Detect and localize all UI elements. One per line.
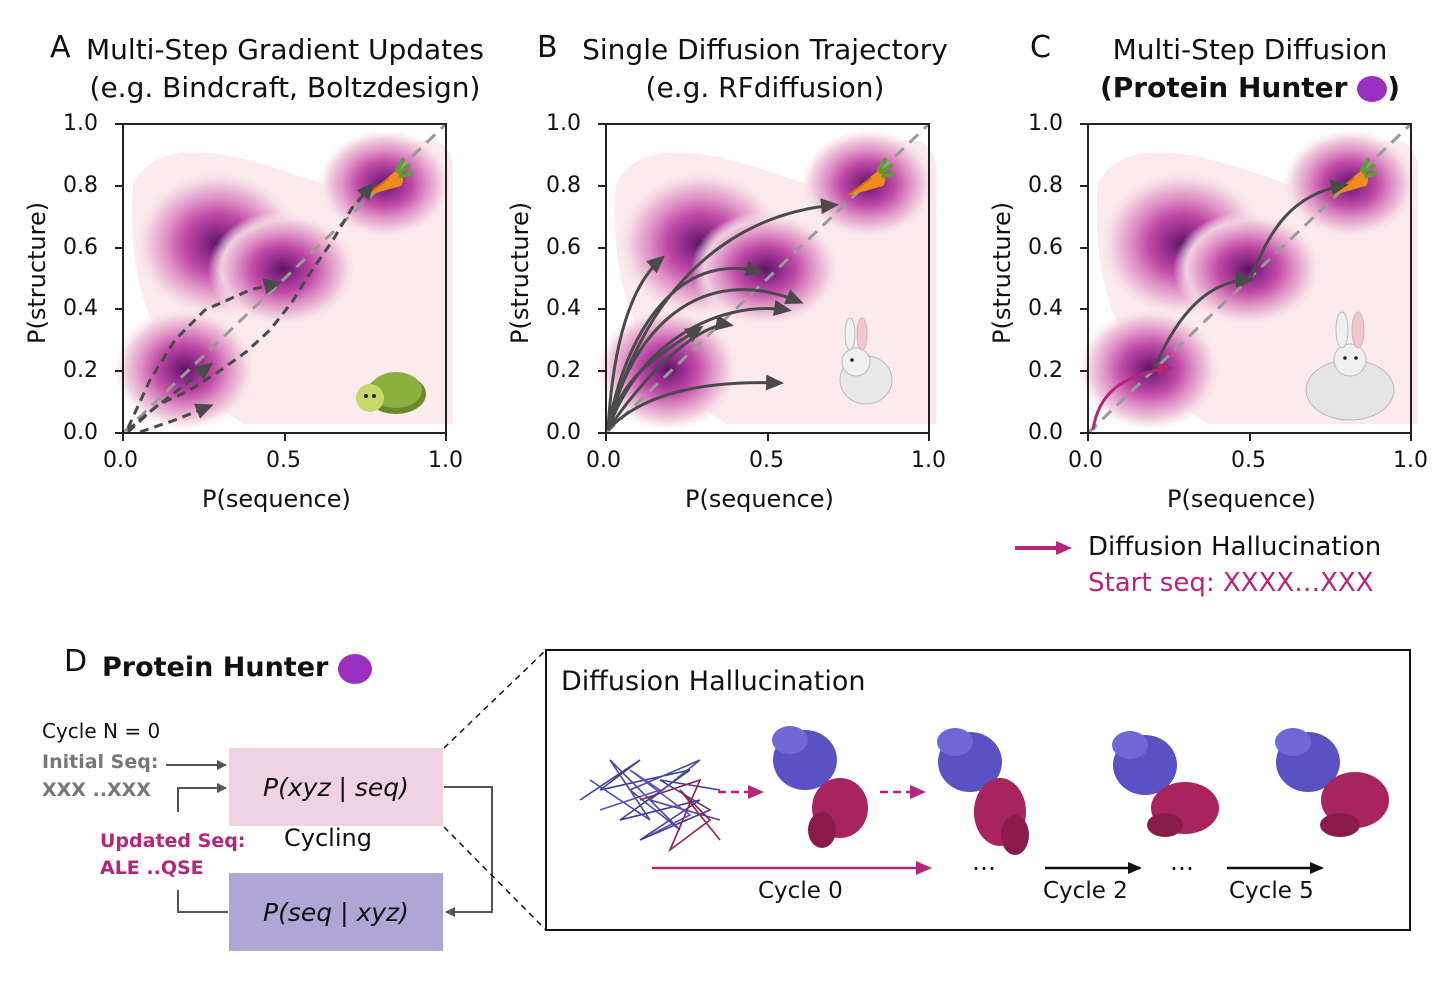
y-tick-2: 0.4 xyxy=(1028,296,1063,321)
x-tick-0: 0.0 xyxy=(1068,448,1103,473)
y-tick-5: 1.0 xyxy=(1028,111,1063,136)
x-tick-1: 0.5 xyxy=(1231,448,1266,473)
x-tick-2: 1.0 xyxy=(911,448,946,473)
panel-b-title: Single Diffusion Trajectory (e.g. RFdiff… xyxy=(560,31,970,107)
x-tick-2: 1.0 xyxy=(1393,448,1428,473)
panel-b-plot xyxy=(596,122,936,435)
hallucination-title: Diffusion Hallucination xyxy=(561,666,866,697)
legend-start-seq: Start seq: XXXX…XXX xyxy=(1088,568,1374,598)
panel-c-title-end: ) xyxy=(1387,71,1401,104)
panel-c-title-bold: (Protein Hunter xyxy=(1099,71,1348,104)
protein-structure-3 xyxy=(1112,731,1219,837)
panel-c-title: Multi-Step Diffusion (Protein Hunter ) xyxy=(1080,31,1420,107)
y-tick-3: 0.6 xyxy=(1028,235,1063,260)
x-axis-label: P(sequence) xyxy=(685,485,834,513)
panel-letter-c: C xyxy=(1030,30,1051,65)
sequence-design-box: P(seq | xyz) xyxy=(229,873,443,951)
y-tick-1: 0.2 xyxy=(546,358,581,383)
y-axis-label: P(structure) xyxy=(988,201,1016,344)
y-tick-3: 0.6 xyxy=(63,235,98,260)
y-tick-5: 1.0 xyxy=(546,111,581,136)
y-axis-label: P(structure) xyxy=(506,201,534,344)
protein-structure-2 xyxy=(937,728,1029,855)
y-tick-4: 0.8 xyxy=(546,173,581,198)
x-tick-1: 0.5 xyxy=(749,448,784,473)
x-axis-label: P(sequence) xyxy=(202,485,351,513)
y-tick-1: 0.2 xyxy=(1028,358,1063,383)
panel-letter-a: A xyxy=(50,30,71,65)
panel-d-title-text: Protein Hunter xyxy=(102,652,329,683)
x-axis-label: P(sequence) xyxy=(1167,485,1316,513)
cycling-label: Cycling xyxy=(284,824,372,852)
x-tick-0: 0.0 xyxy=(586,448,621,473)
initial-seq-value: XXX ..XXX xyxy=(42,779,151,801)
panel-a-title: Multi-Step Gradient Updates (e.g. Bindcr… xyxy=(70,31,500,107)
y-tick-4: 0.8 xyxy=(63,173,98,198)
panel-c-title-line1: Multi-Step Diffusion xyxy=(1112,33,1388,66)
legend-label: Diffusion Hallucination xyxy=(1088,532,1382,562)
panel-d-title: Protein Hunter xyxy=(102,652,372,684)
y-tick-0: 0.0 xyxy=(1028,420,1063,445)
protein-structure-4 xyxy=(1275,728,1389,837)
y-axis-label: P(structure) xyxy=(23,201,51,344)
ellipsis-1: … xyxy=(972,848,996,876)
structure-prediction-box: P(xyz | seq) xyxy=(229,748,443,826)
x-tick-2: 1.0 xyxy=(428,448,463,473)
x-tick-0: 0.0 xyxy=(103,448,138,473)
muscular-rabbit-icon xyxy=(1305,311,1395,421)
y-tick-3: 0.6 xyxy=(546,235,581,260)
x-tick-1: 0.5 xyxy=(266,448,301,473)
y-tick-0: 0.0 xyxy=(63,420,98,445)
initial-seq-label: Initial Seq: xyxy=(42,751,159,773)
panel-a-title-line1: Multi-Step Gradient Updates xyxy=(86,33,484,66)
ellipsis-2: … xyxy=(1170,848,1194,876)
devil-icon xyxy=(337,653,372,684)
y-tick-2: 0.4 xyxy=(63,296,98,321)
turtle-icon xyxy=(356,372,426,414)
cycle-5-label: Cycle 5 xyxy=(1229,878,1314,904)
cycle-2-label: Cycle 2 xyxy=(1043,878,1128,904)
updated-seq-label: Updated Seq: xyxy=(100,830,246,852)
updated-seq-value: ALE ..QSE xyxy=(100,857,204,879)
panel-a-title-line2: (e.g. Bindcraft, Boltzdesign) xyxy=(89,71,481,104)
y-tick-2: 0.4 xyxy=(546,296,581,321)
panel-c-title-line2: (Protein Hunter ) xyxy=(1080,69,1420,107)
y-tick-5: 1.0 xyxy=(63,111,98,136)
panel-c-plot xyxy=(1078,122,1418,435)
panel-letter-d: D xyxy=(64,644,88,679)
devil-icon xyxy=(1357,76,1388,102)
cycle-0-label: Cycle 0 xyxy=(758,878,843,904)
cycle-n: Cycle N = 0 xyxy=(42,719,161,743)
y-tick-4: 0.8 xyxy=(1028,173,1063,198)
panel-letter-b: B xyxy=(537,30,558,65)
protein-structure-1 xyxy=(772,726,868,848)
panel-b-title-line2: (e.g. RFdiffusion) xyxy=(645,71,885,104)
y-tick-0: 0.0 xyxy=(546,420,581,445)
panel-a-plot xyxy=(113,122,453,435)
rabbit-icon xyxy=(839,317,893,405)
noise-structure-image xyxy=(579,759,721,853)
y-tick-1: 0.2 xyxy=(63,358,98,383)
panel-b-title-line1: Single Diffusion Trajectory xyxy=(582,33,948,66)
